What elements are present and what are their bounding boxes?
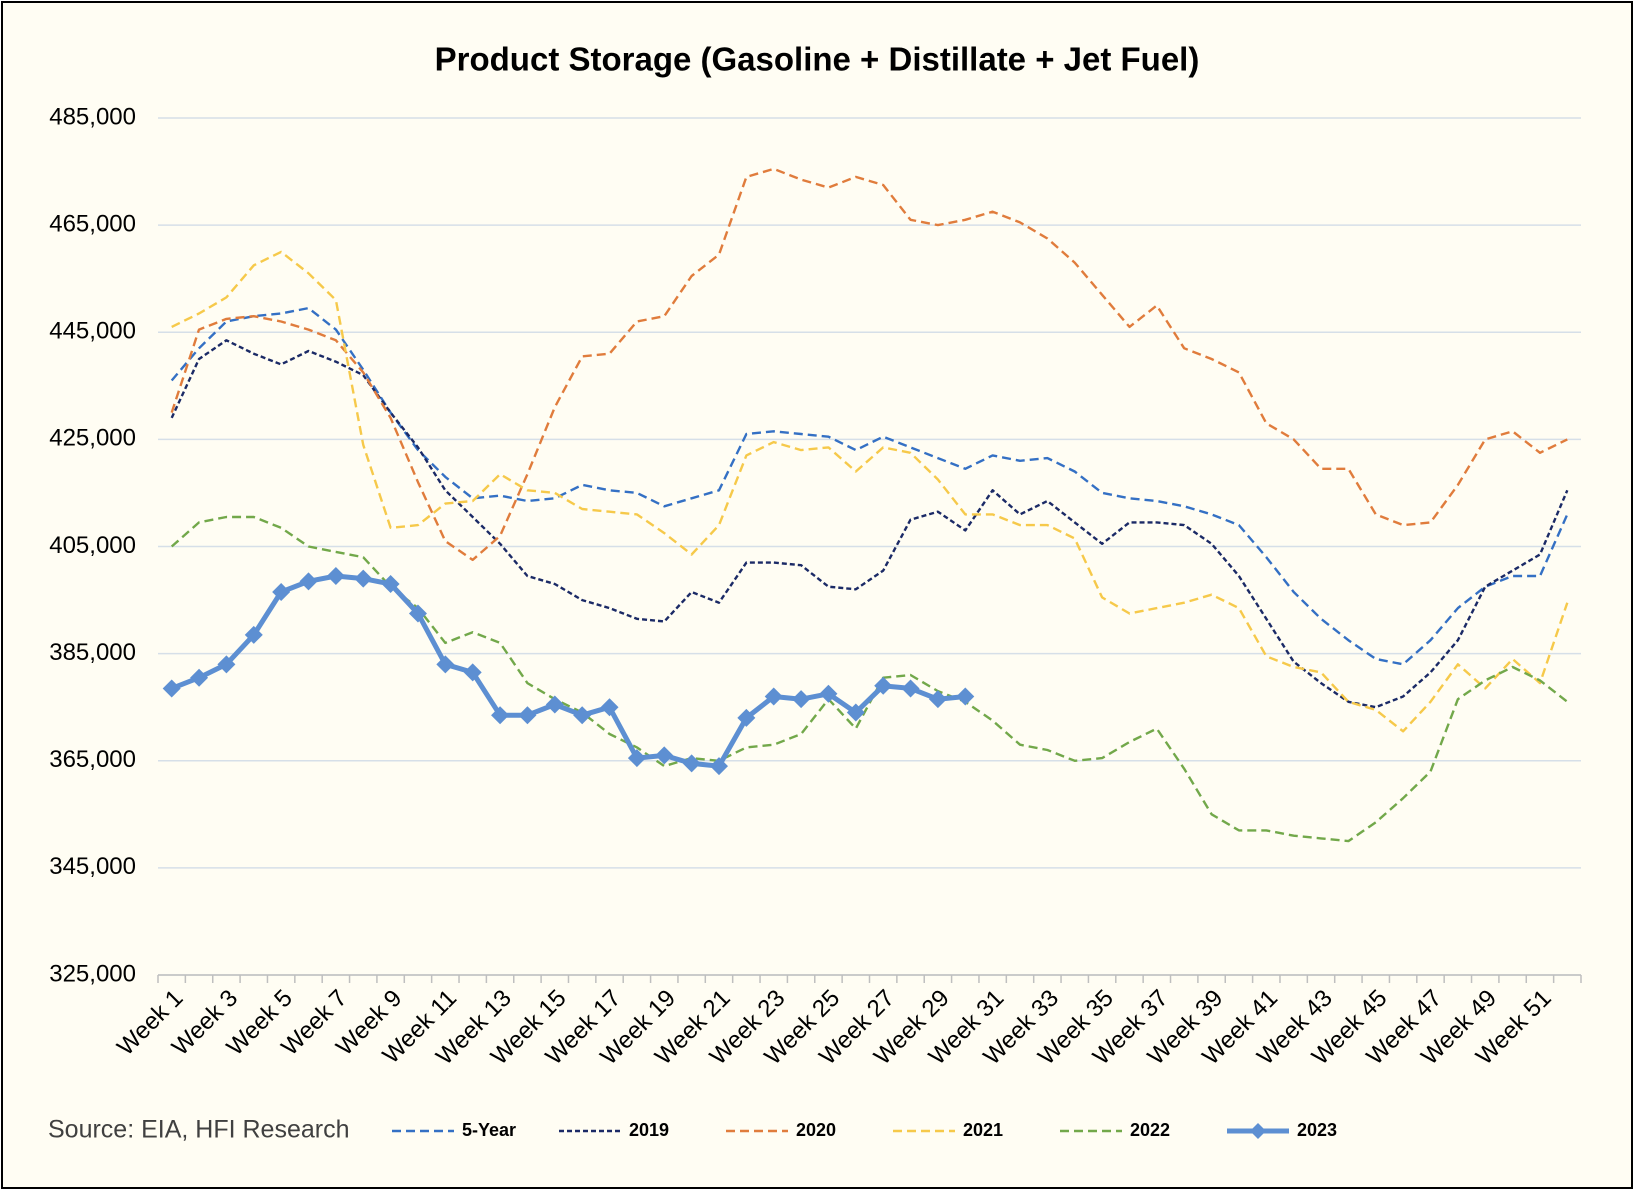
plot [162,167,1569,843]
legend-label: 2019 [629,1120,669,1140]
point-marker [354,569,373,588]
legend-marker [1250,1123,1266,1139]
y-tick-label: 345,000 [49,853,136,880]
legend: 5-Year 2019 2020 2021 2022 2023 [392,1120,1337,1140]
point-marker [846,703,865,722]
y-tick-label: 465,000 [49,210,136,237]
y-tick-label: 325,000 [49,960,136,987]
point-marker [518,706,537,725]
legend-label: 5-Year [462,1120,516,1140]
y-tick-label: 445,000 [49,318,136,345]
point-marker [792,690,811,709]
y-tick-label: 425,000 [49,425,136,452]
point-marker [491,706,510,725]
point-marker [272,583,291,602]
point-marker [928,690,947,709]
point-marker [764,687,783,706]
point-marker [600,698,619,717]
point-marker [381,574,400,593]
point-marker [682,754,701,773]
point-marker [901,679,920,698]
point-marker [217,655,236,674]
legend-label: 2023 [1297,1120,1337,1140]
series-line [170,339,1569,709]
y-tick-label: 485,000 [49,103,136,130]
point-marker [573,706,592,725]
source-note: Source: EIA, HFI Research [48,1116,350,1144]
point-marker [190,668,209,687]
legend-label: 2022 [1130,1120,1170,1140]
y-tick-label: 365,000 [49,746,136,773]
series-line [170,306,1569,666]
series-line [170,167,1568,562]
y-tick-label: 405,000 [49,532,136,559]
point-marker [463,663,482,682]
series-line [171,250,1569,733]
point-marker [545,695,564,714]
point-marker [326,566,345,585]
point-marker [655,746,674,765]
point-marker [737,708,756,727]
point-marker [244,625,263,644]
point-marker [819,684,838,703]
point-marker [627,749,646,768]
point-marker [874,676,893,695]
point-marker [956,687,975,706]
point-marker [436,655,455,674]
point-marker [299,572,318,591]
y-tick-label: 385,000 [49,639,136,666]
point-marker [709,757,728,776]
point-marker [162,679,181,698]
point-marker [408,604,427,623]
legend-label: 2021 [963,1120,1003,1140]
chart-title: Product Storage (Gasoline + Distillate +… [435,41,1200,78]
legend-label: 2020 [796,1120,836,1140]
